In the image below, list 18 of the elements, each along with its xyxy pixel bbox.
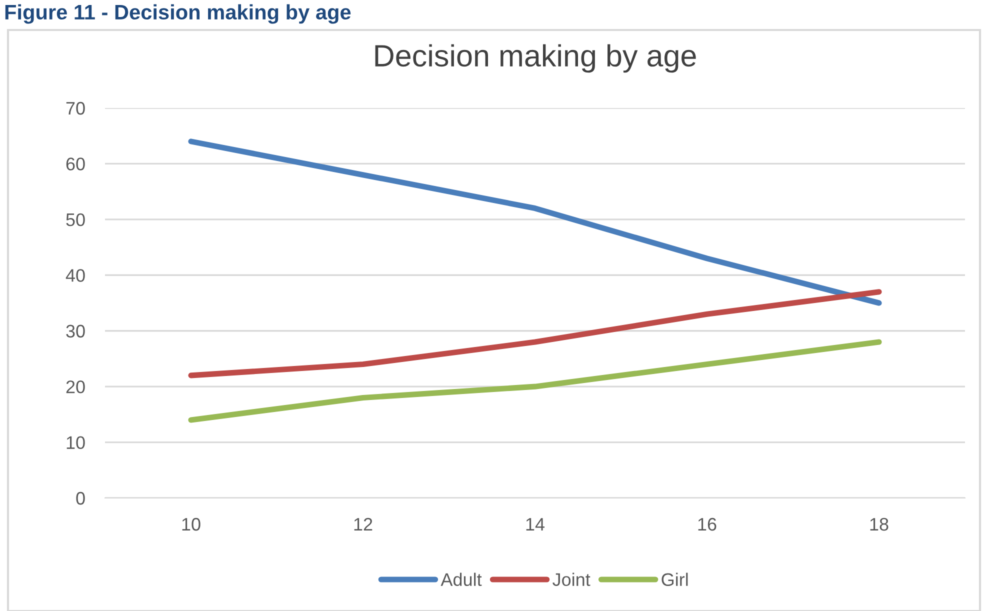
y-tick-label: 60: [66, 158, 85, 170]
y-tick-label: 40: [66, 269, 85, 282]
legend-label: Adult: [440, 572, 482, 586]
legend-label: Girl: [662, 572, 688, 586]
x-tick-label: 18: [870, 518, 888, 531]
x-tick-label: 16: [698, 518, 716, 531]
chart-title: Decision making by age: [375, 44, 696, 73]
y-tick-label: 0: [76, 492, 85, 505]
x-tick-label: 14: [526, 518, 545, 531]
y-tick-label: 10: [66, 436, 85, 450]
y-tick-label: 70: [66, 102, 85, 115]
x-tick-label: 12: [354, 518, 372, 531]
y-tick-label: 30: [66, 324, 85, 338]
x-tick-label: 10: [182, 518, 200, 531]
caption: Figure 11 - Decision making by age: [5, 4, 351, 24]
legend-label: Joint: [552, 572, 590, 586]
y-tick-label: 50: [66, 213, 85, 226]
y-tick-label: 20: [66, 380, 85, 394]
